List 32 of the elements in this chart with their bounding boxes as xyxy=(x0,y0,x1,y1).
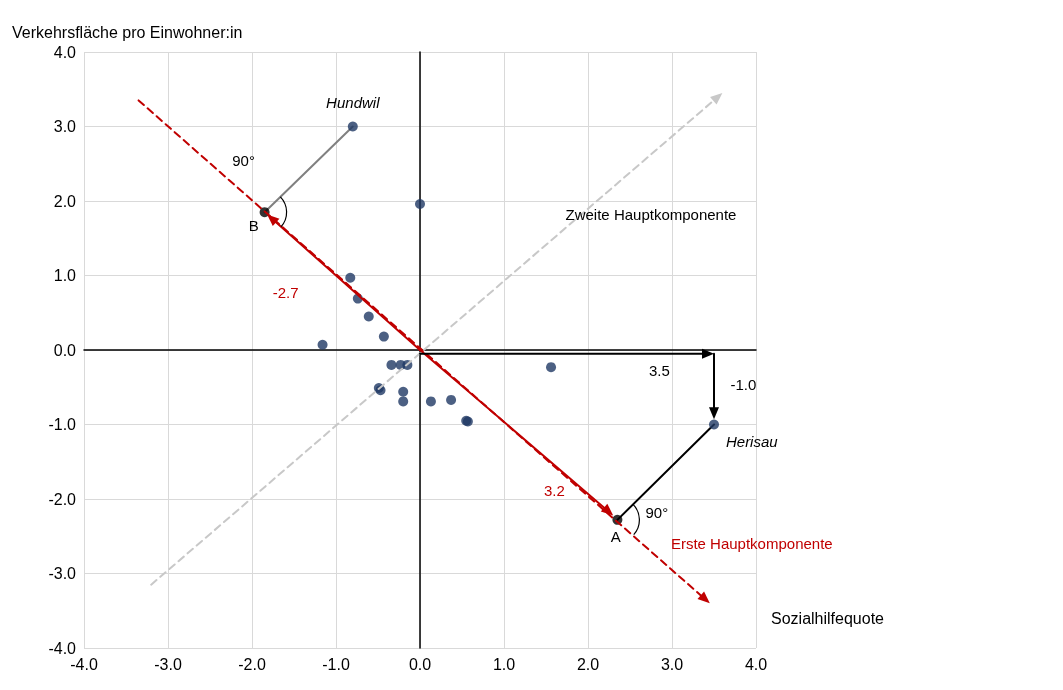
annotation: -1.0 xyxy=(730,375,757,393)
x-tick-label: 0.0 xyxy=(408,655,432,673)
y-tick-label: 0.0 xyxy=(53,341,77,359)
annotation: 90° xyxy=(232,152,255,170)
annotation: 90° xyxy=(645,503,669,521)
y-tick-label: 2.0 xyxy=(53,192,77,210)
x-tick-label: 2.0 xyxy=(576,655,600,673)
annotation: 3.5 xyxy=(648,362,670,380)
x-tick-label: -3.0 xyxy=(154,655,182,673)
x-tick-label: 4.0 xyxy=(744,655,768,673)
annotation: Herisau xyxy=(725,433,779,451)
annotation: 3.2 xyxy=(543,481,565,499)
y-tick-label: -2.0 xyxy=(48,490,77,508)
x-tick-label: -2.0 xyxy=(238,655,266,673)
annotation: Zweite Hauptkomponente xyxy=(565,205,737,223)
x-tick-label: -4.0 xyxy=(70,655,98,673)
x-tick-label: -1.0 xyxy=(322,655,350,673)
y-tick-label: -4.0 xyxy=(48,639,77,657)
annotation: B xyxy=(248,217,259,235)
annotation: Erste Hauptkomponente xyxy=(670,535,833,553)
annotation: -2.7 xyxy=(272,284,299,302)
x-tick-label: 3.0 xyxy=(660,655,684,673)
y-tick-label: 4.0 xyxy=(53,43,77,61)
y-tick-label: -1.0 xyxy=(48,416,77,433)
y-tick-label: 3.0 xyxy=(53,118,77,135)
annotation: A xyxy=(610,527,621,545)
y-tick-label: -3.0 xyxy=(48,565,77,582)
annotation: Hundwil xyxy=(326,94,381,112)
y-tick-label: 1.0 xyxy=(53,267,77,284)
x-axis-title: Sozialhilfequote xyxy=(771,609,885,627)
x-tick-label: 1.0 xyxy=(492,655,516,673)
y-axis-title: Verkehrsfläche pro Einwohner:in xyxy=(12,23,243,41)
